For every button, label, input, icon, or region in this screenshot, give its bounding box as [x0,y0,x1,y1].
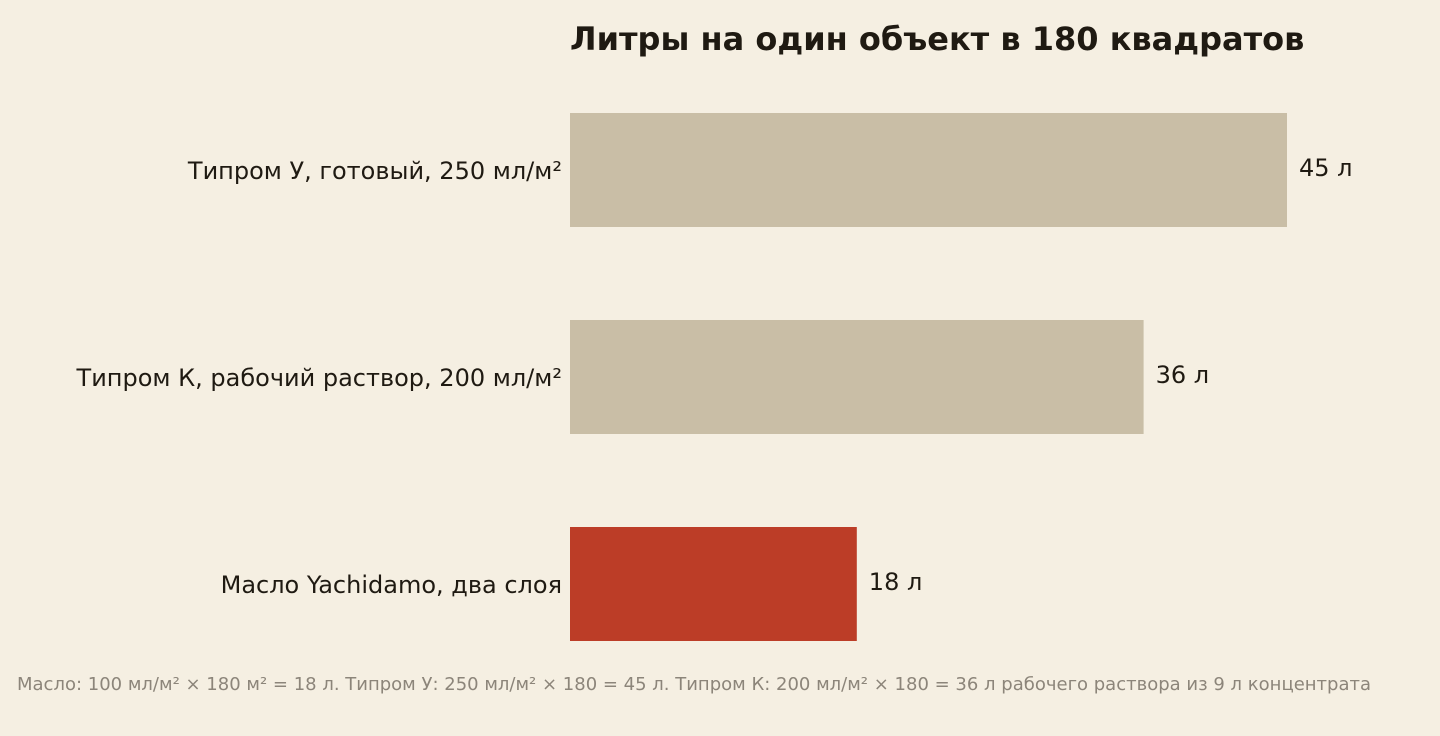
chart-title: Литры на один объект в 180 квадратов [570,20,1304,58]
category-label: Масло Yachidamo, два слоя [221,571,562,599]
category-label: Типром К, рабочий раствор, 200 мл/м² [76,364,562,392]
value-label: 18 л [869,568,923,596]
bar [570,113,1287,227]
value-label: 45 л [1299,154,1353,182]
bar [570,527,857,641]
value-label: 36 л [1156,361,1210,389]
footnote: Масло: 100 мл/м² × 180 м² = 18 л. Типром… [17,674,1371,695]
bar [570,320,1144,434]
category-label: Типром У, готовый, 250 мл/м² [187,157,562,185]
